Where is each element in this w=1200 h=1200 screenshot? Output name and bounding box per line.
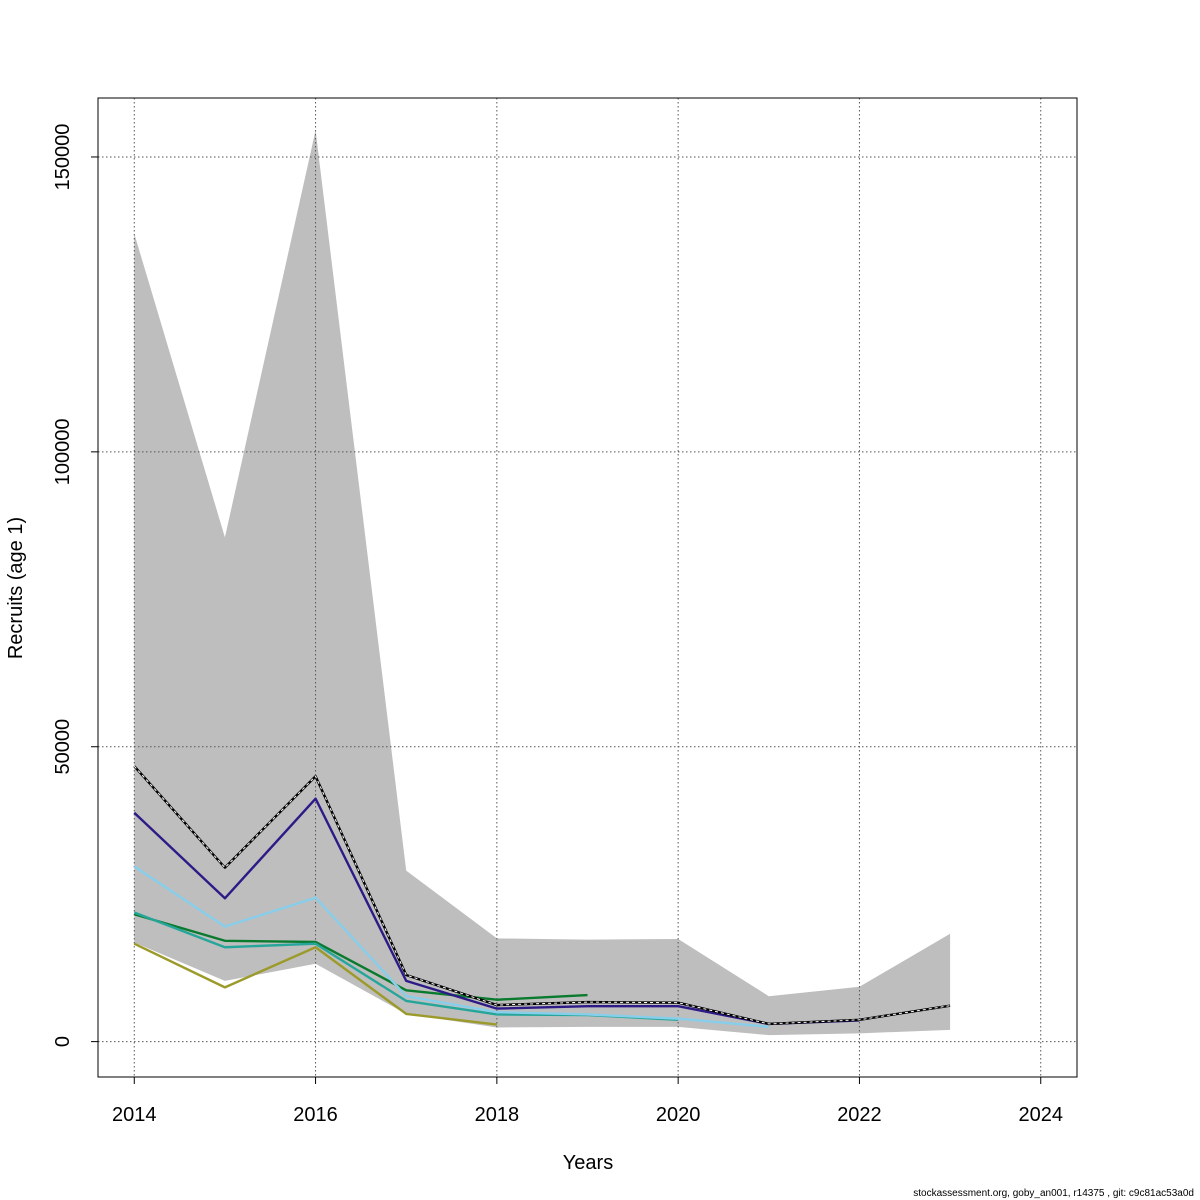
y-axis: 0 50000 100000 150000: [52, 124, 98, 1047]
footer-credit: stockassessment.org, goby_an001, r14375 …: [913, 1188, 1194, 1199]
confidence-band-layer: [134, 130, 951, 1036]
grid-layer: [98, 98, 1077, 1077]
y-tick-label-50000: 50000: [52, 719, 74, 775]
x-tick-label-2024: 2024: [1018, 1104, 1063, 1126]
series-line-1-dash: [133, 765, 951, 1025]
x-tick-label-2014: 2014: [112, 1104, 157, 1126]
y-tick-label-150000: 150000: [52, 124, 74, 191]
series-line-6: [133, 942, 497, 1026]
x-tick-label-2022: 2022: [837, 1104, 882, 1126]
plot-frame: [97, 97, 1078, 1078]
y-axis-title: Recruits (age 1): [5, 517, 27, 659]
x-axis: 2014 2016 2018 2020 2022 2024: [112, 1077, 1063, 1126]
series-layer: [133, 765, 951, 1029]
y-tick-label-100000: 100000: [52, 418, 74, 485]
confidence-band: [134, 130, 951, 1036]
series-line-3: [133, 865, 769, 1029]
series-line-5: [133, 913, 588, 1001]
x-tick-label-2020: 2020: [656, 1104, 701, 1126]
x-axis-title: Years: [563, 1152, 613, 1174]
x-tick-label-2018: 2018: [475, 1104, 520, 1126]
y-tick-label-0: 0: [52, 1036, 74, 1047]
x-tick-label-2016: 2016: [293, 1104, 338, 1126]
